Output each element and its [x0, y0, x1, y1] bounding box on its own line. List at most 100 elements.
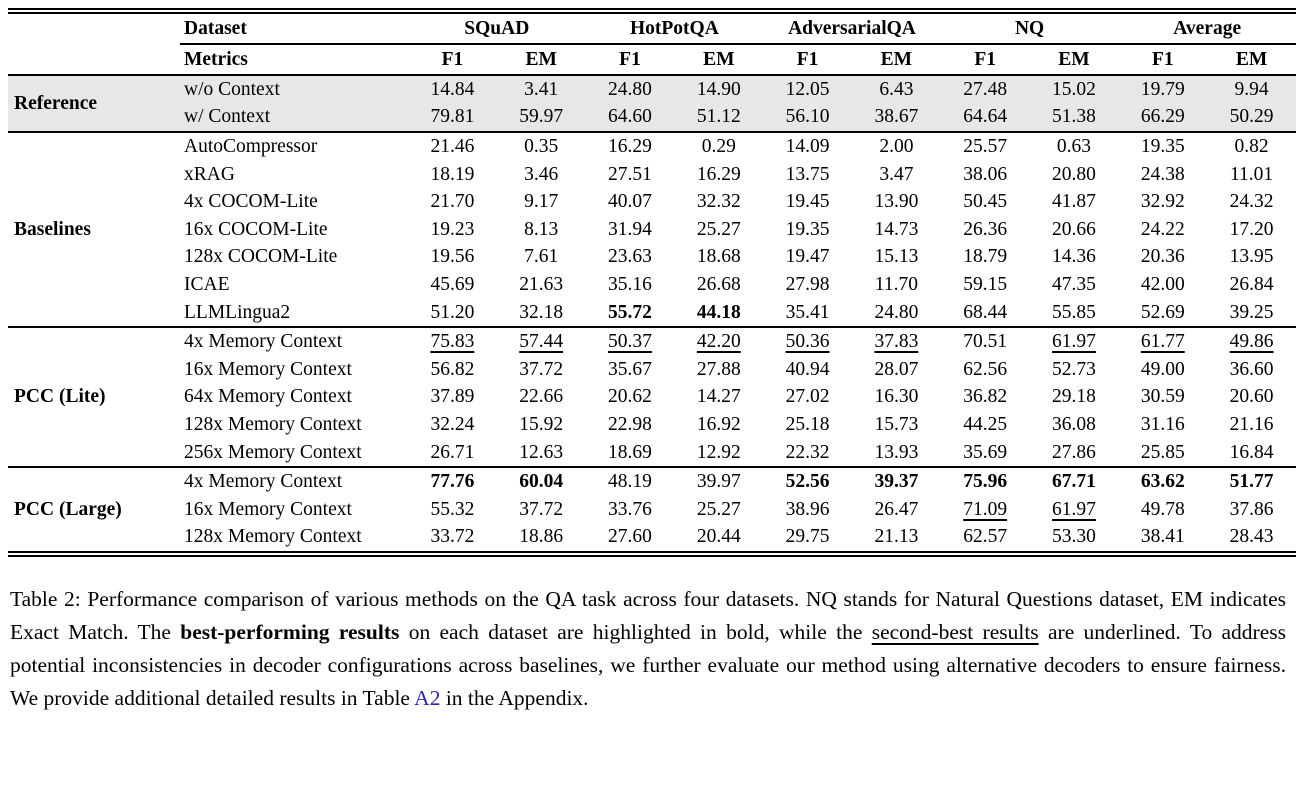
metric-value: 20.62 [608, 386, 652, 408]
metric-value: 9.94 [1207, 75, 1296, 104]
table-row: 256x Memory Context 26.71 12.63 18.69 12.92 2… [8, 438, 1296, 469]
dataset-col-squad: SQuAD [408, 11, 586, 45]
metric-value: 17.20 [1229, 218, 1274, 240]
metric-value: 52.56 [785, 471, 830, 493]
metric-value: 50.37 [608, 331, 652, 353]
metric-value: 49.00 [1140, 358, 1185, 380]
table-row: Reference w/o Context 14.84 3.41 24.80 14.90 1… [8, 75, 1296, 134]
table-row: 64x Memory Context 37.89 22.66 20.62 14.27 27… [8, 384, 1296, 412]
metric-value: 27.02 [785, 386, 830, 408]
metric-value: 14.73 [874, 218, 919, 240]
metric-value: 53.30 [1052, 526, 1096, 548]
metric-value: 18.19 [430, 163, 475, 185]
metric-value: 62.56 [963, 358, 1008, 380]
metric-value: 9.17 [524, 191, 559, 213]
metric-value: 28.43 [1229, 526, 1274, 548]
metric-value: 56.82 [430, 358, 475, 380]
metric-value: 21.46 [430, 135, 475, 157]
metric-value: 26.36 [963, 218, 1008, 240]
metric-value: 37.86 [1229, 498, 1274, 520]
metric-value: 19.56 [430, 246, 475, 268]
table-header: Dataset SQuAD HotPotQA AdversarialQA NQ … [8, 11, 1296, 76]
metric-value: 18.86 [519, 526, 564, 548]
metric-col-em: EM [1029, 44, 1119, 76]
table-row: w/ Context 79.81 59.97 64.60 51.12 56.10 38.67… [8, 103, 1296, 134]
metric-value: 24.22 [1140, 218, 1185, 240]
metric-value: 3.47 [879, 163, 914, 185]
metric-value: 38.41 [1140, 526, 1185, 548]
metric-value: 37.89 [430, 386, 475, 408]
metric-value: 11.70 [874, 273, 918, 295]
dataset-row-label: Dataset [180, 11, 408, 45]
method-name: 128x Memory Context [184, 526, 362, 548]
metric-value: 50.36 [785, 331, 830, 353]
metric-value: 20.66 [1052, 218, 1096, 240]
metric-value: 35.67 [608, 358, 652, 380]
metric-value: 41.87 [1052, 191, 1096, 213]
metric-value: 31.94 [608, 218, 652, 240]
caption-text: in the Appendix. [440, 686, 589, 711]
metric-value: 36.60 [1229, 358, 1274, 380]
metric-value: 13.95 [1229, 246, 1274, 268]
corner-cell [8, 11, 180, 44]
metric-value: 35.69 [940, 438, 1030, 469]
table-row: 16x Memory Context 56.82 37.72 35.67 27.88 40… [8, 356, 1296, 384]
metric-value: 25.57 [963, 135, 1008, 157]
metric-value: 63.62 [1140, 471, 1185, 493]
metric-col-f1: F1 [408, 44, 497, 76]
metric-value: 29.75 [785, 526, 830, 548]
metric-value: 13.75 [785, 163, 830, 185]
table-row: PCC (Lite) 4x Memory Context 75.83 57.44 50.… [8, 327, 1296, 469]
metric-value: 18.68 [696, 246, 741, 268]
method-name: 16x Memory Context [184, 498, 352, 520]
metric-value: 62.57 [963, 526, 1008, 548]
caption: Table 2: Performance comparison of vario… [10, 583, 1286, 715]
metric-value: 3.46 [524, 163, 559, 185]
table-ref-link[interactable]: A2 [414, 686, 441, 711]
metric-value: 42.00 [1140, 273, 1185, 295]
dataset-col-hotpotqa: HotPotQA [585, 11, 764, 45]
metric-value: 8.13 [524, 218, 559, 240]
section-label: PCC (Lite) [8, 327, 180, 469]
metric-value: 21.13 [874, 526, 919, 548]
metric-value: 3.41 [496, 75, 586, 104]
metric-value: 24.80 [585, 75, 675, 104]
metric-col-em: EM [674, 44, 764, 76]
metric-value: 35.16 [608, 273, 652, 295]
metric-value: 49.86 [1229, 331, 1274, 353]
metric-value: 71.09 [963, 498, 1008, 520]
metric-value: 12.05 [763, 75, 852, 104]
corner-cell [8, 44, 180, 76]
method-name: 128x COCOM-Lite [184, 246, 338, 268]
section-label: PCC (Large) [14, 498, 122, 520]
metric-value: 6.43 [851, 75, 941, 104]
metric-value: 19.35 [785, 218, 830, 240]
metric-value: 75.96 [963, 471, 1008, 493]
metric-value: 61.97 [1052, 331, 1096, 353]
metric-value: 0.63 [1056, 135, 1092, 157]
metric-value: 40.94 [785, 358, 830, 380]
section-label: Reference [8, 75, 180, 134]
table-row: ICAE 45.69 21.63 35.16 26.68 27.98 11.70 59.15 4… [8, 271, 1296, 299]
metric-value: 59.97 [496, 103, 586, 134]
metric-value: 26.47 [874, 498, 919, 520]
metric-value: 25.27 [696, 218, 741, 240]
metric-value: 16.92 [696, 413, 741, 435]
metric-value: 19.79 [1118, 75, 1208, 104]
metric-value: 51.77 [1229, 471, 1274, 493]
metric-value: 52.73 [1052, 358, 1096, 380]
metric-value: 24.80 [851, 298, 941, 329]
table-row: 128x Memory Context 33.72 18.86 27.60 20.44 2… [8, 524, 1296, 555]
metric-value: 27.98 [785, 273, 830, 295]
metric-value: 38.67 [851, 103, 941, 134]
table-row: LLMLingua2 51.20 32.18 55.72 44.18 35.41 24.80… [8, 298, 1296, 329]
metric-value: 22.32 [763, 438, 852, 469]
metric-value: 16.30 [874, 386, 919, 408]
metric-value: 30.59 [1140, 386, 1185, 408]
metric-value: 50.45 [963, 191, 1008, 213]
metric-value: 55.32 [430, 498, 475, 520]
metric-value: 14.84 [408, 75, 497, 104]
metric-value: 68.44 [940, 298, 1030, 329]
metric-value: 64.60 [585, 103, 675, 134]
